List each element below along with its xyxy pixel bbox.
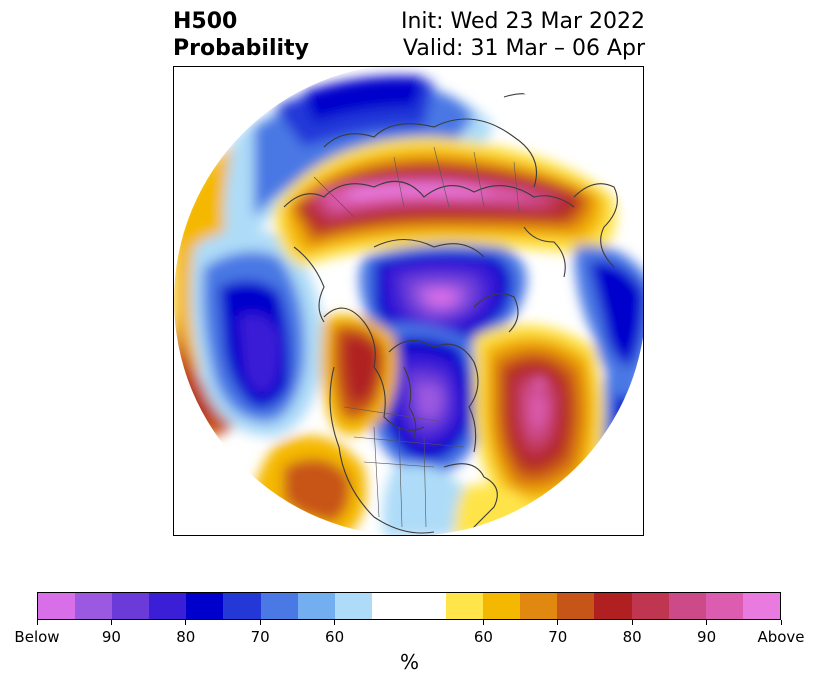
colorbar-tick-mark [780, 620, 782, 625]
colorbar-tick-mark [110, 620, 112, 625]
colorbar-tick-mark [185, 620, 187, 625]
colorbar-segment [112, 593, 150, 619]
colorbar-tick-mark [557, 620, 559, 625]
colorbar-tick-mark [706, 620, 708, 625]
title-field-name: H500 [173, 9, 238, 34]
colorbar-segment [408, 593, 447, 619]
colorbar-tick-mark [259, 620, 261, 625]
colorbar-tick-label: 80 [176, 628, 196, 646]
map-title-left: H500 Probability [173, 8, 309, 62]
valid-period-label: Valid: 31 Mar – 06 Apr [403, 36, 645, 61]
colorbar-segment [742, 593, 780, 619]
colorbar-segment [446, 593, 484, 619]
probability-field [174, 67, 643, 535]
colorbar-tick-label: 70 [250, 628, 270, 646]
colorbar-legend [37, 592, 781, 620]
colorbar-segment [557, 593, 595, 619]
map-title-right: Init: Wed 23 Mar 2022 Valid: 31 Mar – 06… [401, 8, 645, 62]
colorbar-segment [260, 593, 298, 619]
colorbar-tick-label: 70 [548, 628, 568, 646]
colorbar-ticks: Below 90 80 70 60 60 70 80 90 Above [14, 620, 805, 646]
colorbar-tick-mark [334, 620, 336, 625]
colorbar-segment [520, 593, 558, 619]
colorbar-segment [186, 593, 224, 619]
colorbar-tick-label: Below [14, 628, 60, 646]
colorbar-segment [705, 593, 743, 619]
colorbar-tick-label: 80 [622, 628, 642, 646]
colorbar-segment [631, 593, 669, 619]
colorbar-tick-label: 60 [473, 628, 493, 646]
colorbar-tick-label: Above [757, 628, 805, 646]
colorbar-segment [149, 593, 187, 619]
polar-map-svg [174, 67, 643, 535]
init-date-label: Init: Wed 23 Mar 2022 [400, 9, 645, 34]
colorbar-unit-label: % [399, 650, 419, 674]
colorbar-segment [334, 593, 372, 619]
political-borders [313, 146, 520, 528]
colorbar-segment [75, 593, 113, 619]
colorbar-segment [371, 593, 409, 619]
colorbar-tick-label: 90 [101, 628, 121, 646]
colorbar-segment [668, 593, 706, 619]
title-product-name: Probability [173, 36, 309, 61]
colorbar-tick-mark [482, 620, 484, 625]
colorbar-segment [297, 593, 335, 619]
colorbar-tick-label: 60 [325, 628, 345, 646]
colorbar-segment [38, 593, 76, 619]
colorbar-tick-label: 90 [697, 628, 717, 646]
colorbar-tick-mark [631, 620, 633, 625]
colorbar-segment [594, 593, 632, 619]
colorbar-tick-mark [36, 620, 38, 625]
colorbar-segment [483, 593, 521, 619]
probability-map [173, 66, 644, 536]
colorbar-segment [223, 593, 261, 619]
